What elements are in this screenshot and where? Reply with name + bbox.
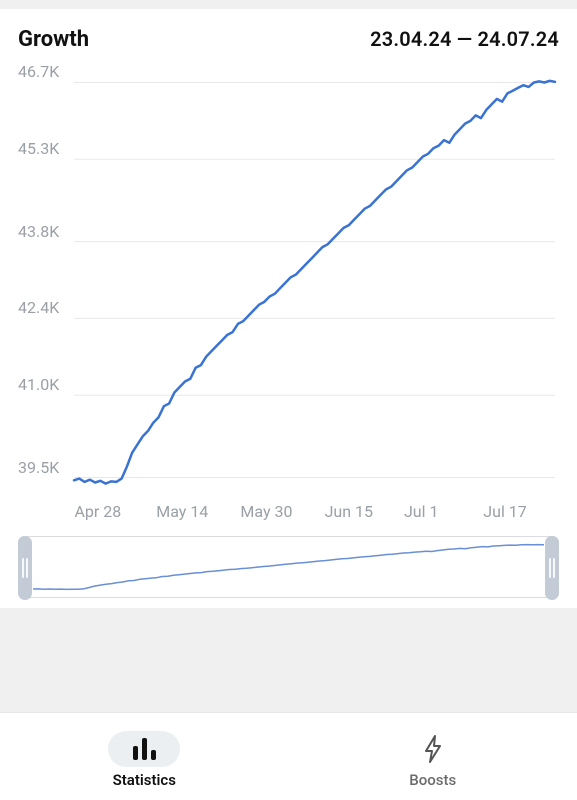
lightning-icon [421, 734, 445, 764]
scrubber-handle-right[interactable] [545, 536, 559, 600]
spacer [0, 608, 577, 712]
y-axis-label: 41.0K [18, 375, 59, 394]
range-scrubber[interactable] [18, 536, 559, 598]
y-axis-label: 46.7K [18, 62, 59, 81]
boosts-icon-pill [397, 731, 469, 767]
mini-chart-svg [19, 537, 558, 597]
bottom-tabbar: Statistics Boosts [0, 712, 577, 800]
card-date-range: 23.04.24 — 24.07.24 [370, 27, 559, 51]
chart-svg [18, 60, 559, 520]
growth-chart[interactable]: 39.5K 41.0K 42.4K 43.8K 45.3K 46.7K Apr 28 May … [18, 60, 559, 520]
x-axis-label: Jun 15 [325, 502, 373, 521]
x-axis-label: Jul 17 [483, 502, 527, 521]
y-axis-label: 39.5K [18, 458, 59, 477]
bar-chart-icon [133, 738, 156, 760]
statistics-icon-pill [108, 731, 180, 767]
x-axis-label: May 14 [156, 502, 208, 521]
y-axis-label: 45.3K [18, 139, 59, 158]
y-axis-label: 43.8K [18, 222, 59, 241]
card-title: Growth [18, 27, 89, 52]
tab-statistics[interactable]: Statistics [0, 731, 289, 789]
tab-label-statistics: Statistics [113, 771, 176, 789]
tab-label-boosts: Boosts [409, 771, 456, 789]
growth-card: Growth 23.04.24 — 24.07.24 39.5K 41.0K 42.… [0, 9, 577, 608]
x-axis-label: Apr 28 [74, 502, 121, 521]
y-axis-label: 42.4K [18, 298, 59, 317]
card-header: Growth 23.04.24 — 24.07.24 [18, 27, 559, 52]
x-axis-label: May 30 [240, 502, 292, 521]
scrubber-handle-left[interactable] [18, 536, 32, 600]
x-axis-label: Jul 1 [404, 502, 439, 521]
tab-boosts[interactable]: Boosts [289, 731, 577, 789]
